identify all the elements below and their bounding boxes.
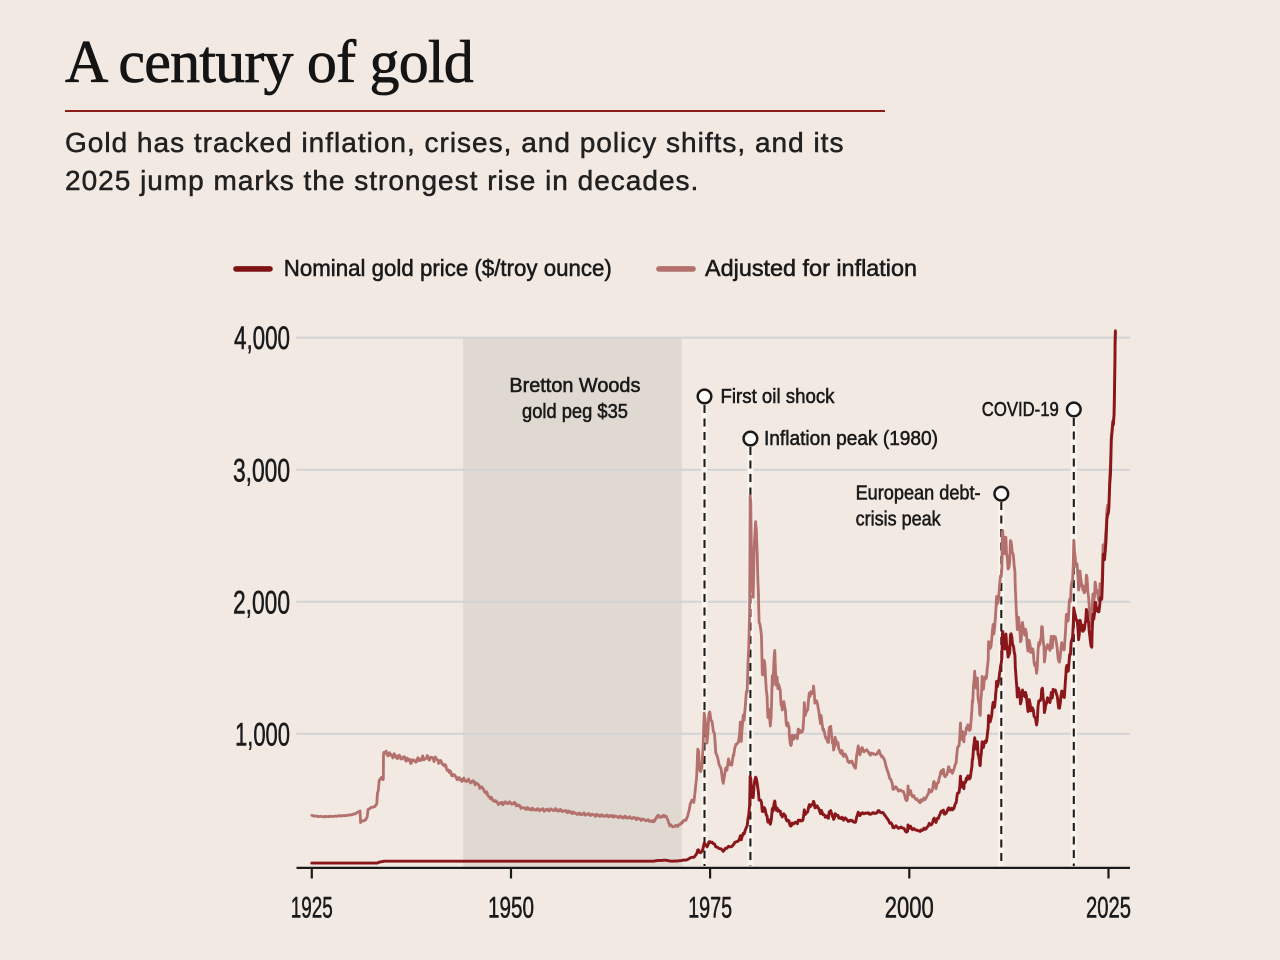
svg-text:1950: 1950 (488, 892, 534, 925)
svg-text:COVID-19: COVID-19 (982, 399, 1059, 421)
svg-text:gold peg $35: gold peg $35 (522, 401, 628, 423)
svg-text:1,000: 1,000 (235, 716, 290, 752)
svg-text:1925: 1925 (291, 892, 333, 925)
svg-text:1975: 1975 (688, 892, 732, 925)
svg-text:Inflation peak (1980): Inflation peak (1980) (764, 428, 938, 450)
svg-text:4,000: 4,000 (234, 320, 290, 356)
svg-text:European debt-: European debt- (856, 483, 981, 505)
svg-text:2025: 2025 (1086, 892, 1131, 925)
svg-text:First oil shock: First oil shock (721, 386, 836, 408)
svg-text:Nominal gold price ($/troy oun: Nominal gold price ($/troy ounce) (284, 255, 612, 281)
svg-text:2,000: 2,000 (233, 584, 290, 620)
svg-text:3,000: 3,000 (233, 452, 290, 488)
svg-text:Bretton Woods: Bretton Woods (509, 375, 640, 397)
svg-text:Adjusted for inflation: Adjusted for inflation (705, 255, 917, 281)
svg-text:crisis peak: crisis peak (856, 508, 942, 530)
svg-text:2000: 2000 (885, 892, 934, 925)
